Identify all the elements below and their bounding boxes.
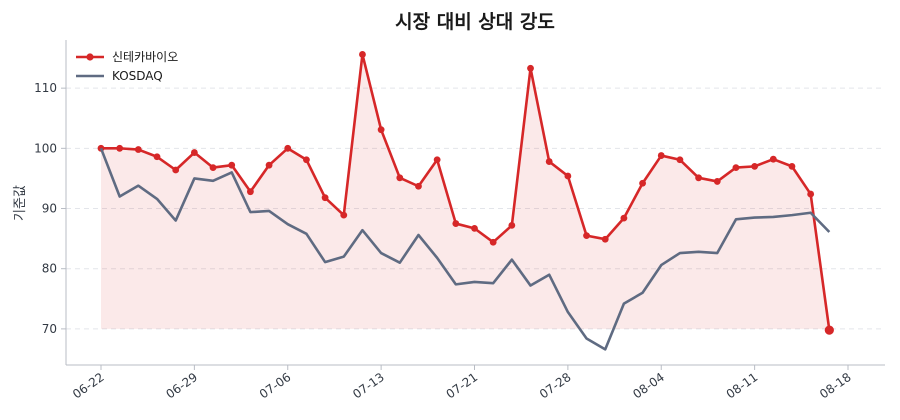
data-point: [415, 182, 422, 190]
data-point: [209, 164, 217, 171]
data-point: [377, 126, 385, 134]
data-point: [303, 156, 310, 164]
data-point: [396, 174, 404, 182]
data-point: [134, 146, 142, 153]
grid: [66, 87, 885, 330]
legend-label-sintekabio: 신테카바이오: [112, 50, 178, 64]
legend-marker-sintekabio: [86, 53, 94, 61]
x-tick-label: 07-21: [444, 370, 481, 401]
data-point: [228, 161, 236, 169]
data-point: [190, 149, 198, 156]
data-point: [508, 221, 516, 229]
data-point: [695, 174, 702, 182]
data-point: [769, 155, 777, 163]
data-point: [359, 51, 366, 58]
data-point: [676, 156, 684, 164]
data-point: [620, 214, 628, 222]
x-tick-label: 08-11: [724, 370, 761, 401]
data-point: [732, 164, 740, 171]
y-tick-label: 90: [42, 202, 57, 216]
axes: [65, 40, 885, 366]
data-point: [172, 166, 180, 174]
series-layer: [97, 51, 834, 351]
data-point: [564, 172, 572, 180]
y-tick-label: 70: [42, 322, 57, 336]
series-line-1: [99, 147, 831, 351]
x-tick-label: 06-22: [70, 370, 107, 401]
data-point: [583, 232, 590, 240]
data-point: [471, 224, 478, 232]
x-tick-label: 06-29: [163, 370, 200, 401]
x-tick-label: 07-28: [537, 370, 574, 401]
data-point: [639, 179, 646, 187]
x-tick-label: 08-18: [817, 370, 854, 401]
data-point: [824, 325, 834, 335]
data-point: [527, 64, 534, 72]
legend-label-kosdaq: KOSDAQ: [112, 69, 163, 83]
data-point: [545, 158, 553, 165]
data-point: [788, 162, 796, 170]
data-point: [265, 161, 273, 169]
y-tick-label: 80: [42, 262, 57, 276]
y-tick-label: 110: [34, 81, 57, 95]
data-point: [116, 144, 124, 152]
data-point: [713, 178, 721, 185]
legend: 신테카바이오 KOSDAQ: [76, 50, 178, 83]
data-point: [433, 156, 441, 164]
data-point: [489, 238, 497, 246]
data-point: [321, 194, 329, 202]
data-point: [340, 211, 348, 219]
y-ticks: 70 80 90 100 110: [34, 81, 66, 336]
x-ticks: 06-22 06-29 07-06 07-13 07-21 07-28 08-04 08-11…: [70, 365, 854, 401]
y-axis-title: 기준값: [13, 185, 28, 221]
chart-title: 시장 대비 상대 강도: [395, 11, 555, 33]
data-point: [284, 144, 292, 152]
data-point: [452, 220, 460, 227]
data-point: [247, 188, 254, 196]
data-point: [657, 152, 665, 159]
area-fill-series-0: [101, 54, 830, 331]
y-tick-label: 100: [34, 141, 57, 155]
fill-layer: [101, 54, 830, 331]
x-tick-label: 08-04: [630, 370, 667, 401]
x-tick-label: 07-06: [257, 370, 294, 401]
x-tick-label: 07-13: [350, 370, 387, 401]
series-line-0: [101, 53, 831, 331]
data-point: [601, 235, 609, 243]
data-point: [153, 153, 161, 161]
data-point: [751, 162, 759, 170]
data-point: [807, 190, 815, 198]
